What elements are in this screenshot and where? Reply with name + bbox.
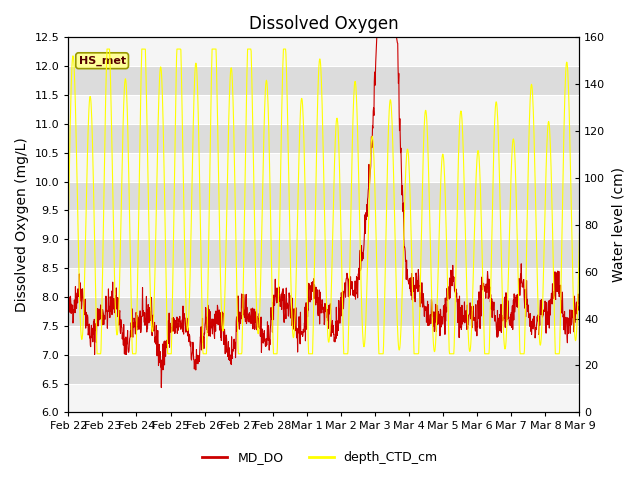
Bar	[68, 181, 579, 210]
Bar	[68, 153, 579, 181]
Bar	[68, 384, 579, 412]
Title: Dissolved Oxygen: Dissolved Oxygen	[249, 15, 399, 33]
Bar	[68, 268, 579, 297]
Y-axis label: Water level (cm): Water level (cm)	[611, 168, 625, 282]
Bar	[68, 239, 579, 268]
Bar	[68, 95, 579, 124]
Bar	[68, 355, 579, 384]
Bar	[68, 210, 579, 239]
Y-axis label: Dissolved Oxygen (mg/L): Dissolved Oxygen (mg/L)	[15, 137, 29, 312]
Bar	[68, 124, 579, 153]
Bar	[68, 326, 579, 355]
Bar	[68, 297, 579, 326]
Text: HS_met: HS_met	[79, 56, 125, 66]
Bar	[68, 37, 579, 66]
Legend: MD_DO, depth_CTD_cm: MD_DO, depth_CTD_cm	[197, 446, 443, 469]
Bar	[68, 66, 579, 95]
